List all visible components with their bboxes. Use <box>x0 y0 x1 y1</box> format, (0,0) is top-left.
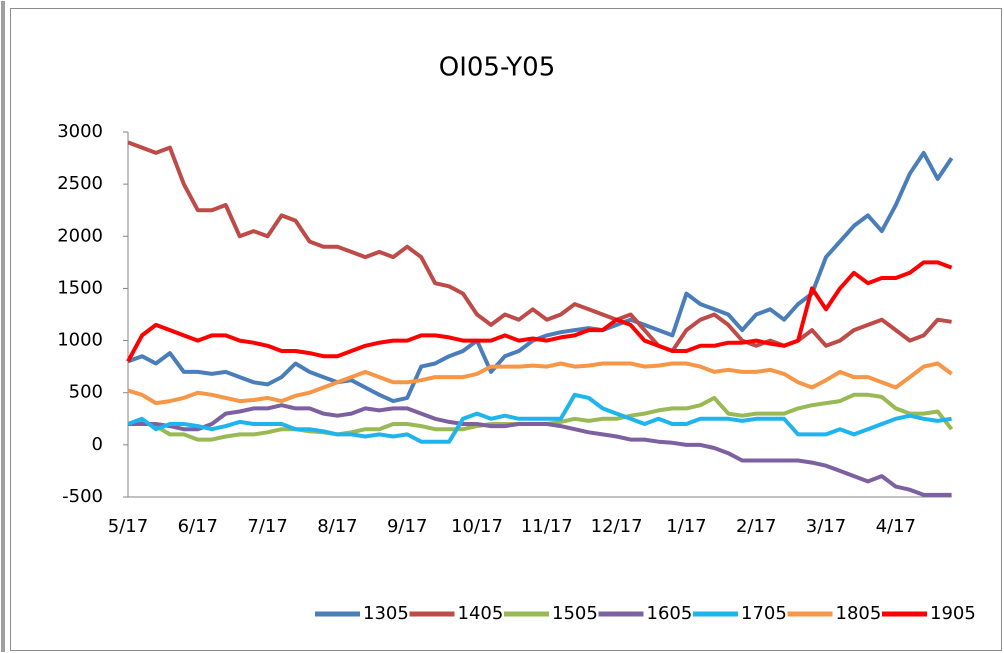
series-line <box>127 392 952 444</box>
x-tick-label: 6/17 <box>178 516 218 537</box>
series-line <box>127 140 952 353</box>
x-tick-label: 7/17 <box>247 516 287 537</box>
x-tick-label: 4/17 <box>876 516 916 537</box>
y-tick-label: 3000 <box>57 121 103 142</box>
x-tick-label: 8/17 <box>317 516 357 537</box>
series-line <box>127 361 953 406</box>
x-tick-label: 10/17 <box>451 516 503 537</box>
x-tick-label: 12/17 <box>591 516 643 537</box>
legend-label: 1405 <box>458 603 504 624</box>
series-line <box>126 260 953 363</box>
legend-label: 1705 <box>741 603 787 624</box>
x-tick-label: 11/17 <box>521 516 573 537</box>
x-tick-label: 5/17 <box>108 516 148 537</box>
y-tick-label: 0 <box>92 434 103 455</box>
x-tick-label: 9/17 <box>387 516 427 537</box>
y-tick-label: 500 <box>69 382 103 403</box>
y-tick-label: 2500 <box>57 173 103 194</box>
legend-label: 1605 <box>647 603 693 624</box>
chart-title: OI05-Y05 <box>439 53 555 83</box>
legend-label: 1905 <box>930 603 976 624</box>
x-tick-label: 3/17 <box>806 516 846 537</box>
series-line <box>128 403 952 497</box>
chart-border <box>10 8 1002 651</box>
y-tick-label: 1000 <box>57 330 103 351</box>
y-tick-label: 1500 <box>57 277 103 298</box>
left-edge <box>1 1 5 652</box>
legend-label: 1805 <box>836 603 882 624</box>
x-tick-label: 1/17 <box>666 516 706 537</box>
y-tick-label: 2000 <box>57 225 103 246</box>
legend-label: 1305 <box>363 603 409 624</box>
legend-label: 1505 <box>552 603 598 624</box>
y-tick-label: -500 <box>62 486 103 507</box>
x-tick-label: 2/17 <box>736 516 776 537</box>
